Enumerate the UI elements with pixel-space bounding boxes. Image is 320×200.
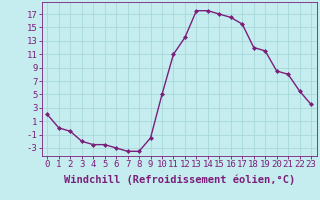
X-axis label: Windchill (Refroidissement éolien,°C): Windchill (Refroidissement éolien,°C)	[64, 175, 295, 185]
